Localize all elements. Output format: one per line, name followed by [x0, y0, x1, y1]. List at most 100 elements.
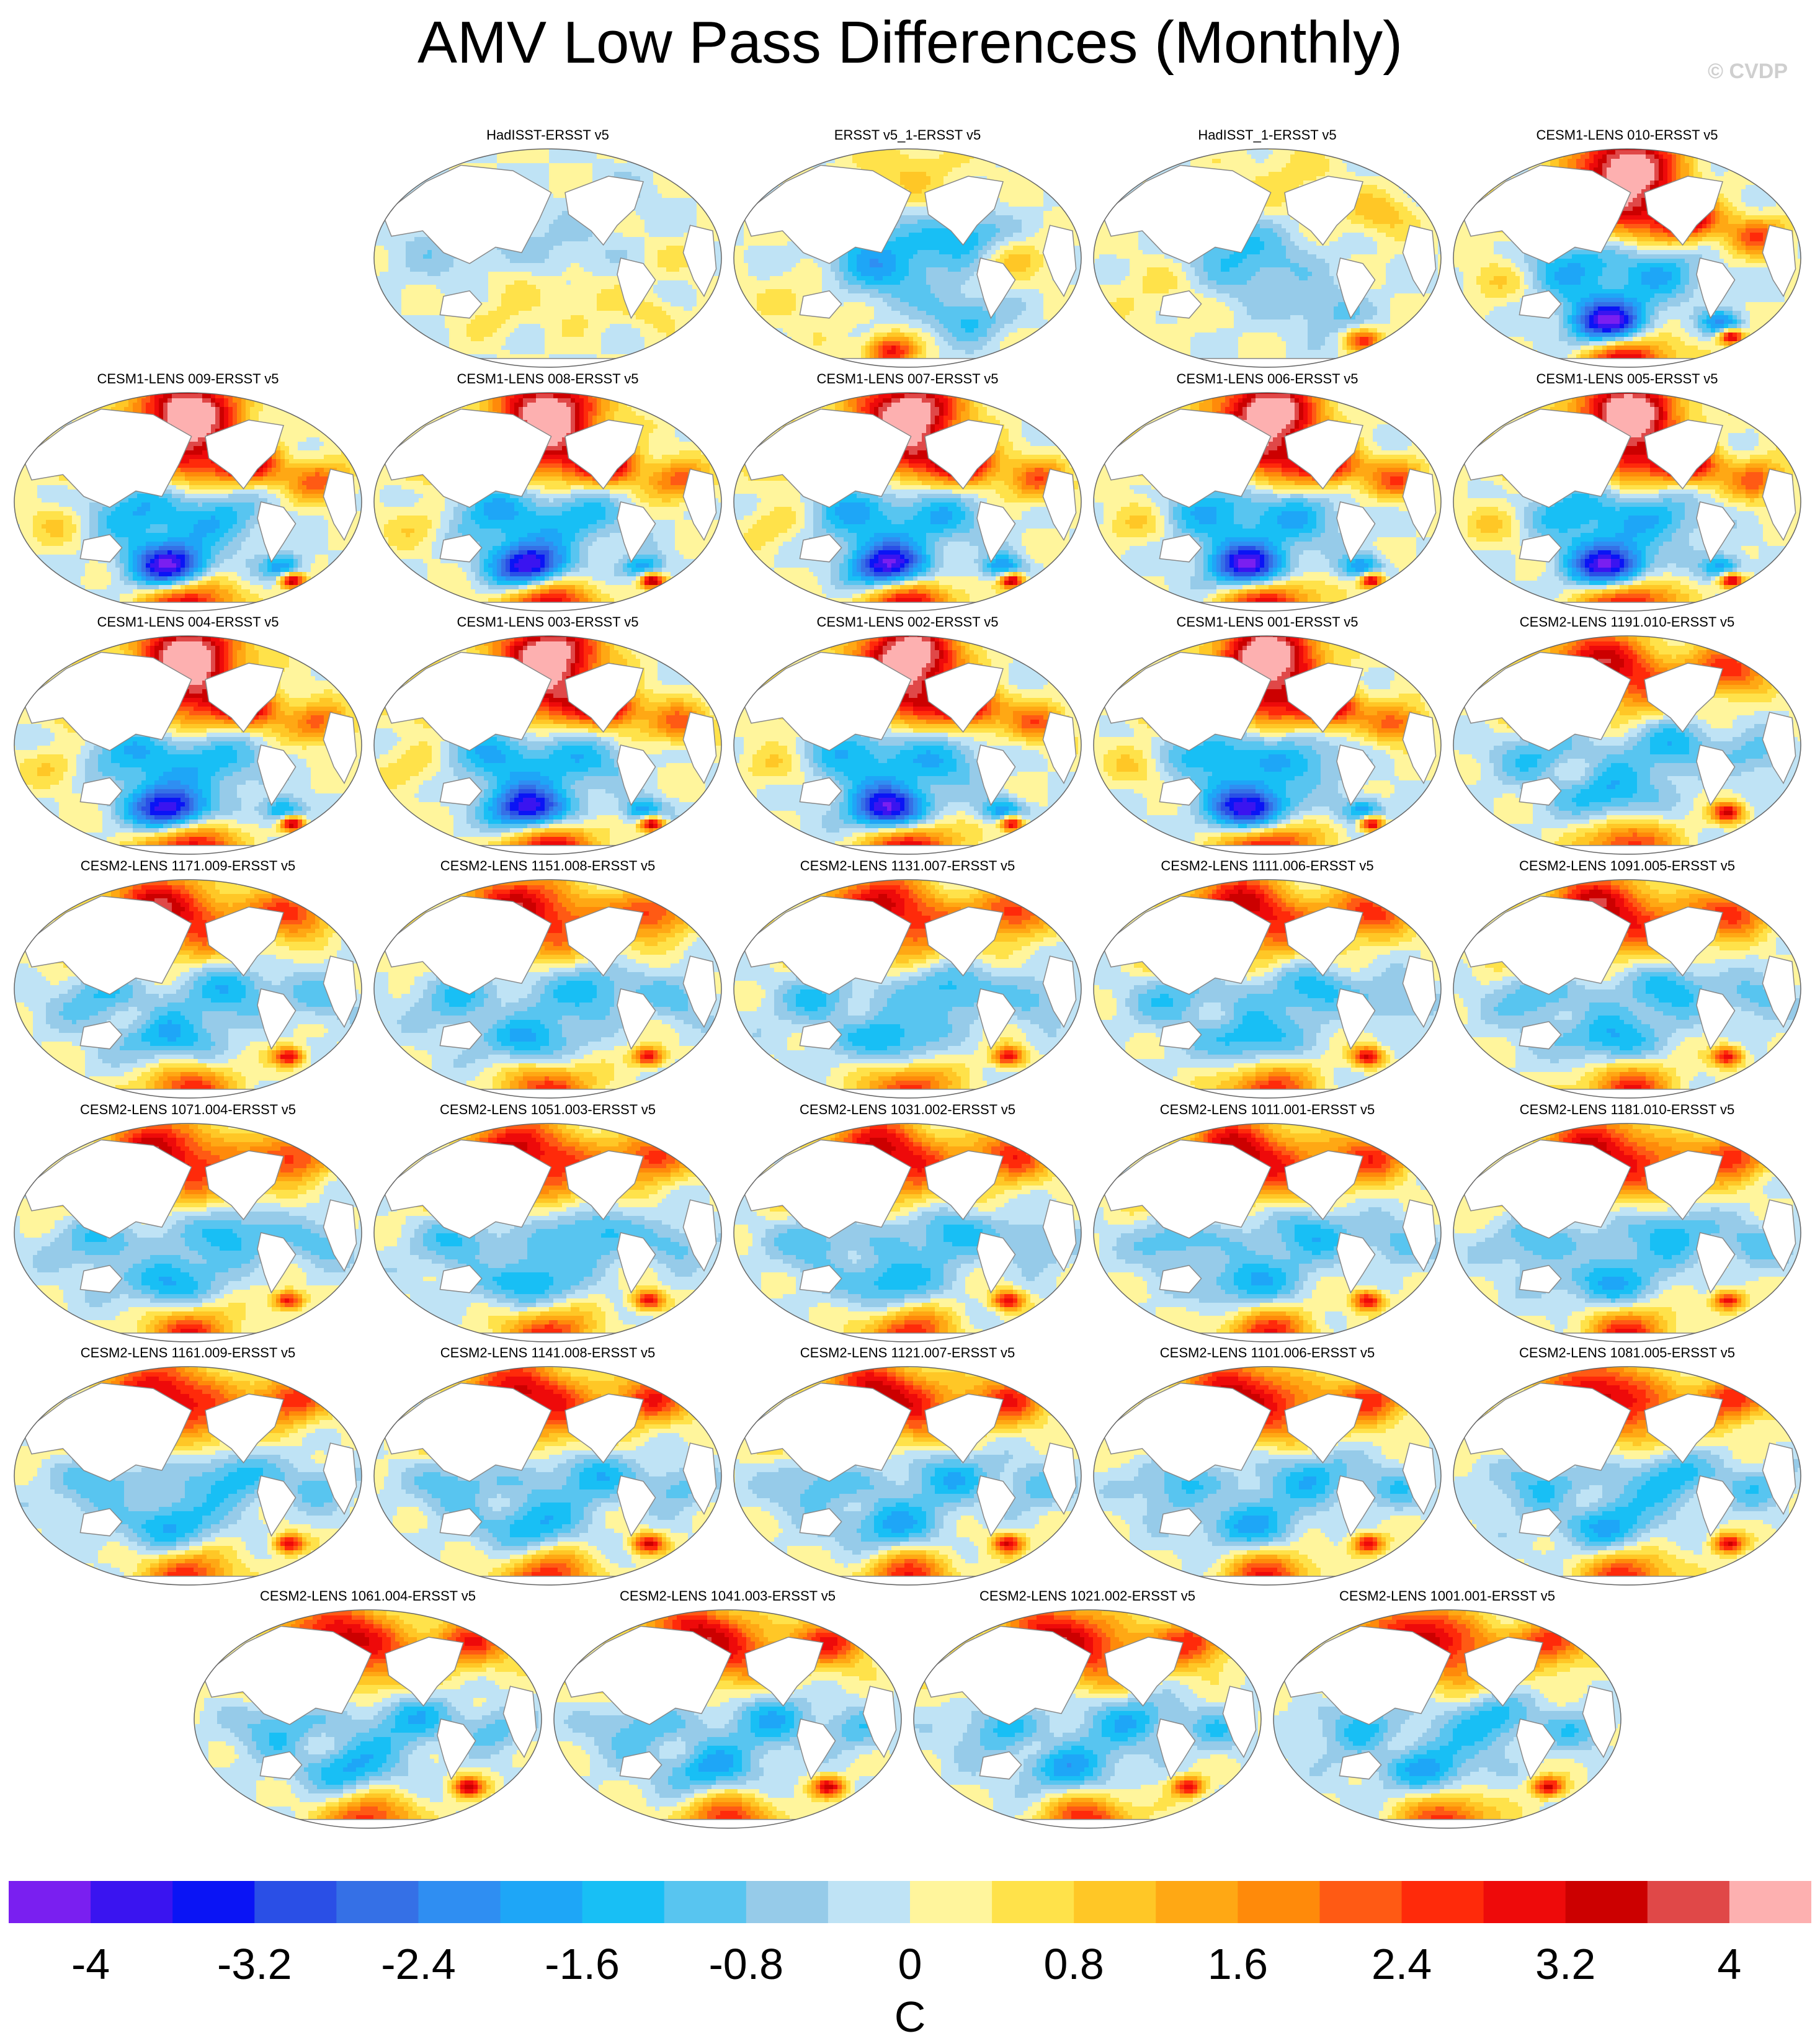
sst-field	[1091, 1120, 1444, 1345]
sst-field	[731, 877, 1084, 1101]
panel-title: CESM1-LENS 009-ERSST v5	[11, 371, 365, 387]
sst-field	[731, 633, 1084, 857]
map-panel: CESM2-LENS 1101.006-ERSST v5	[1091, 1345, 1444, 1588]
colorbar-swatch	[664, 1881, 747, 1923]
chart-title: AMV Low Pass Differences (Monthly)	[0, 9, 1820, 77]
map-svg	[1450, 390, 1804, 614]
map-svg	[11, 633, 365, 857]
colorbar-swatch	[746, 1881, 829, 1923]
sst-field	[1450, 390, 1804, 614]
panel-title: CESM1-LENS 008-ERSST v5	[371, 371, 725, 387]
colorbar-swatch	[1074, 1881, 1156, 1923]
map-panel: CESM2-LENS 1151.008-ERSST v5	[371, 858, 725, 1101]
panel-title: CESM2-LENS 1091.005-ERSST v5	[1450, 858, 1804, 874]
panel-title: CESM2-LENS 1071.004-ERSST v5	[11, 1102, 365, 1118]
colorbar-swatch	[501, 1881, 583, 1923]
panel-title: CESM2-LENS 1011.001-ERSST v5	[1091, 1102, 1444, 1118]
panel-title: CESM2-LENS 1081.005-ERSST v5	[1450, 1345, 1804, 1361]
colorbar-tick-label: -0.8	[708, 1940, 783, 1988]
panel-title: CESM2-LENS 1161.009-ERSST v5	[11, 1345, 365, 1361]
sst-field	[11, 390, 365, 614]
continent-outline	[1488, 1333, 1766, 1342]
watermark: © CVDP	[1708, 60, 1788, 84]
map-panel: CESM2-LENS 1031.002-ERSST v5	[731, 1102, 1084, 1345]
map-panel: HadISST-ERSST v5	[371, 127, 725, 370]
map-panel: CESM2-LENS 1001.001-ERSST v5	[1270, 1588, 1624, 1831]
map-panel: CESM1-LENS 005-ERSST v5	[1450, 371, 1804, 614]
panel-title: CESM2-LENS 1141.008-ERSST v5	[371, 1345, 725, 1361]
map-svg	[191, 1607, 545, 1831]
continent-outline	[769, 1333, 1046, 1342]
colorbar-tick-label: -4	[71, 1940, 110, 1988]
continent-outline	[49, 846, 327, 854]
panel-title: CESM2-LENS 1061.004-ERSST v5	[191, 1588, 545, 1604]
colorbar-swatch	[1566, 1881, 1648, 1923]
map-panel: CESM1-LENS 003-ERSST v5	[371, 614, 725, 857]
map-panel: CESM1-LENS 008-ERSST v5	[371, 371, 725, 614]
sst-field	[1450, 1120, 1804, 1345]
map-svg	[1091, 146, 1444, 370]
continent-outline	[1128, 846, 1406, 854]
panel-title: CESM1-LENS 001-ERSST v5	[1091, 614, 1444, 630]
map-svg	[1450, 633, 1804, 857]
map-panel: CESM2-LENS 1041.003-ERSST v5	[551, 1588, 904, 1831]
sst-field	[371, 390, 725, 614]
continent-outline	[1308, 1820, 1586, 1828]
map-svg	[371, 146, 725, 370]
continent-outline	[1488, 602, 1766, 611]
map-svg	[371, 390, 725, 614]
continent-outline	[769, 602, 1046, 611]
map-panel: CESM2-LENS 1021.002-ERSST v5	[911, 1588, 1264, 1831]
map-panel: CESM2-LENS 1071.004-ERSST v5	[11, 1102, 365, 1345]
map-panel: CESM2-LENS 1181.010-ERSST v5	[1450, 1102, 1804, 1345]
sst-field	[1450, 1364, 1804, 1588]
map-svg	[911, 1607, 1264, 1831]
panel-title: CESM2-LENS 1191.010-ERSST v5	[1450, 614, 1804, 630]
panel-title: ERSST v5_1-ERSST v5	[731, 127, 1084, 143]
panel-title: HadISST-ERSST v5	[371, 127, 725, 143]
map-panel: CESM2-LENS 1141.008-ERSST v5	[371, 1345, 725, 1588]
map-svg	[731, 1364, 1084, 1588]
continent-outline	[769, 1576, 1046, 1585]
panel-title: CESM1-LENS 010-ERSST v5	[1450, 127, 1804, 143]
map-panel: CESM2-LENS 1081.005-ERSST v5	[1450, 1345, 1804, 1588]
panel-title: CESM2-LENS 1101.006-ERSST v5	[1091, 1345, 1444, 1361]
sst-field	[371, 1120, 725, 1345]
colorbar-swatch	[91, 1881, 173, 1923]
sst-field	[911, 1607, 1264, 1831]
sst-field	[1091, 146, 1444, 370]
sst-field	[191, 1607, 545, 1831]
map-svg	[371, 1120, 725, 1345]
continent-outline	[769, 1089, 1046, 1098]
colorbar-swatch	[1648, 1881, 1730, 1923]
panel-title: CESM1-LENS 004-ERSST v5	[11, 614, 365, 630]
sst-field	[11, 633, 365, 857]
colorbar-tick-label: 3.2	[1535, 1940, 1595, 1988]
sst-field	[11, 1364, 365, 1588]
continent-outline	[49, 1333, 327, 1342]
map-panel: CESM2-LENS 1171.009-ERSST v5	[11, 858, 365, 1101]
continent-outline	[1128, 359, 1406, 367]
sst-field	[371, 633, 725, 857]
sst-field	[1091, 877, 1444, 1101]
panel-title: CESM1-LENS 005-ERSST v5	[1450, 371, 1804, 387]
sst-field	[1450, 633, 1804, 857]
map-panel: CESM2-LENS 1111.006-ERSST v5	[1091, 858, 1444, 1101]
map-svg	[11, 1364, 365, 1588]
map-svg	[371, 877, 725, 1101]
map-svg	[731, 877, 1084, 1101]
map-panel: CESM1-LENS 001-ERSST v5	[1091, 614, 1444, 857]
sst-field	[1450, 877, 1804, 1101]
continent-outline	[769, 846, 1046, 854]
panel-title: CESM2-LENS 1181.010-ERSST v5	[1450, 1102, 1804, 1118]
panel-title: CESM2-LENS 1021.002-ERSST v5	[911, 1588, 1264, 1604]
continent-outline	[409, 846, 687, 854]
sst-field	[1091, 1364, 1444, 1588]
continent-outline	[49, 1576, 327, 1585]
map-svg	[1450, 1120, 1804, 1345]
colorbar-swatch	[1238, 1881, 1320, 1923]
map-svg	[1270, 1607, 1624, 1831]
sst-field	[731, 146, 1084, 370]
colorbar-swatch	[1484, 1881, 1566, 1923]
